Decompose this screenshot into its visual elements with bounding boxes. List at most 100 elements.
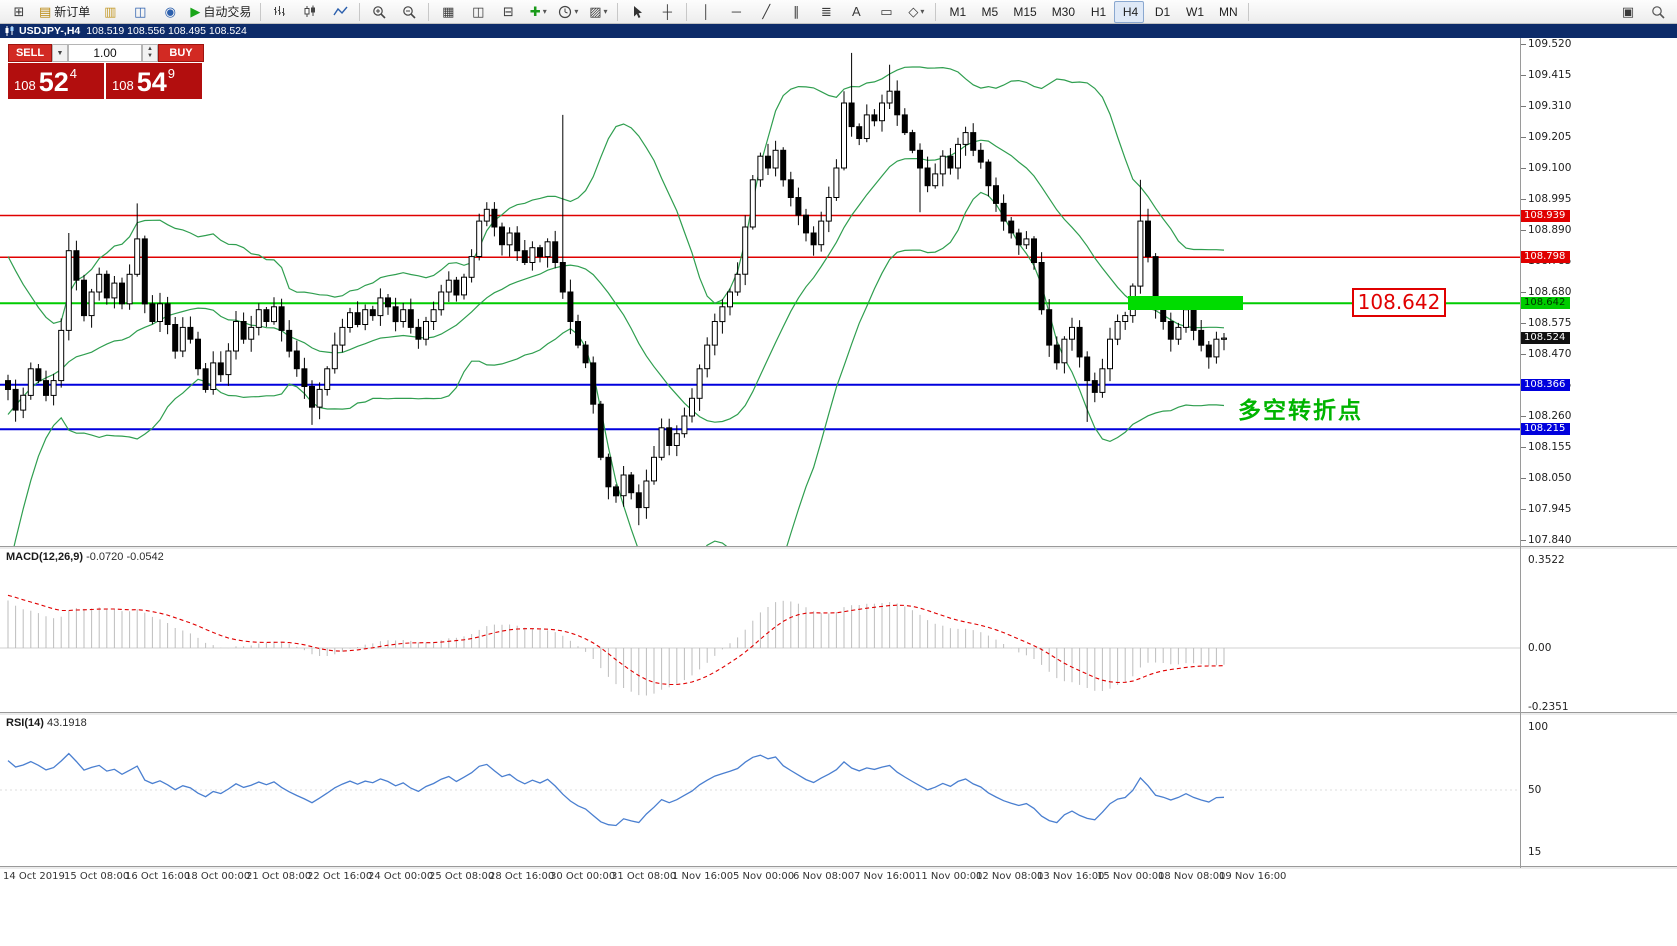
- text-icon: A: [852, 4, 861, 19]
- sell-button[interactable]: SELL: [8, 44, 52, 62]
- text-button[interactable]: A: [842, 1, 870, 23]
- toolbar-separator: [359, 2, 361, 21]
- tf-m1-button[interactable]: M1: [941, 1, 971, 23]
- level-price-label[interactable]: 108.642: [1521, 297, 1570, 309]
- toolbar-separator: [428, 2, 430, 21]
- candles-icon: [303, 5, 318, 18]
- level-price-label[interactable]: 108.798: [1521, 251, 1570, 263]
- rsi-value: 43.1918: [46, 717, 87, 729]
- price-tick-label: 109.310: [1528, 100, 1572, 112]
- fibonacci-button[interactable]: ≣: [812, 1, 840, 23]
- tf-m15-button[interactable]: M15: [1005, 1, 1041, 23]
- level-price-label[interactable]: 108.366: [1521, 379, 1570, 391]
- profiles-button[interactable]: ◫: [126, 1, 154, 23]
- bar-chart-button[interactable]: [266, 1, 294, 23]
- chevron-down-icon: ▾: [574, 7, 579, 16]
- price-tick: [1521, 292, 1526, 293]
- tf-d1-button[interactable]: D1: [1146, 1, 1176, 23]
- time-axis-label: 21 Oct 08:00: [246, 871, 312, 882]
- rsi-indicator-panel[interactable]: [0, 715, 1520, 866]
- tf-m15-button-label: M15: [1013, 4, 1037, 19]
- price-tick-label: 108.890: [1528, 224, 1572, 236]
- tf-m30-button-label: M30: [1051, 4, 1076, 19]
- volume-input[interactable]: 1.00: [68, 44, 142, 62]
- buy-price-figure: 108: [112, 78, 134, 93]
- market-watch-button[interactable]: ◉: [156, 1, 184, 23]
- horizontal-line-button[interactable]: ─: [722, 1, 750, 23]
- shapes-icon: ◇: [908, 4, 919, 19]
- new-order-button[interactable]: ▤ 新订单: [35, 1, 94, 23]
- search-button[interactable]: [1644, 1, 1672, 23]
- tf-d1-button-label: D1: [1154, 4, 1171, 19]
- volume-stepper[interactable]: ▲ ▼: [142, 44, 158, 62]
- tf-m5-button[interactable]: M5: [973, 1, 1003, 23]
- chart-window-icon: [4, 26, 15, 36]
- zoom-in-button[interactable]: [365, 1, 393, 23]
- tf-h4-button[interactable]: H4: [1114, 0, 1145, 23]
- zoom-out-button[interactable]: [395, 1, 423, 23]
- tf-w1-button[interactable]: W1: [1178, 1, 1209, 23]
- templates-button[interactable]: ▨ ▾: [584, 1, 612, 23]
- tf-h1-button[interactable]: H1: [1082, 1, 1112, 23]
- buy-button[interactable]: BUY: [158, 44, 204, 62]
- indicators-button[interactable]: ✚ ▾: [524, 1, 552, 23]
- charts-menu-button[interactable]: ▥: [96, 1, 124, 23]
- price-tick: [1521, 478, 1526, 479]
- line-chart-button[interactable]: [326, 1, 354, 23]
- toolbar: ⊞ ▤ 新订单 ▥ ◫ ◉ ▶ 自动交易 ▦ ◫ ⊟ ✚ ▾ ▾ ▨ ▾ ┼ │ ─ ╱ ∥ ≣ A ▭ ◇ ▾ M1 M5 M15 M3…: [0, 0, 1677, 24]
- new-order-icon: ▤: [39, 4, 52, 19]
- level-price-label[interactable]: 108.215: [1521, 423, 1570, 435]
- periods-button[interactable]: ▾: [554, 1, 582, 23]
- tf-mn-button[interactable]: MN: [1211, 1, 1243, 23]
- rsi-axis-label: 50: [1528, 784, 1542, 796]
- time-axis-label: 16 Oct 16:00: [125, 871, 191, 882]
- price-tick: [1521, 323, 1526, 324]
- cursor-button[interactable]: [623, 1, 651, 23]
- vertical-line-button[interactable]: │: [692, 1, 720, 23]
- new-window-button[interactable]: ▣: [1614, 1, 1642, 23]
- tf-m30-button[interactable]: M30: [1044, 1, 1080, 23]
- macd-indicator-panel[interactable]: [0, 549, 1520, 712]
- buy-price-display[interactable]: 108 54 9: [106, 63, 202, 99]
- autotrading-button[interactable]: ▶ 自动交易: [186, 1, 255, 23]
- toolbar-separator: [686, 2, 688, 21]
- time-axis-label: 18 Oct 00:00: [185, 871, 251, 882]
- cascade-windows-button[interactable]: ⊟: [494, 1, 522, 23]
- toolbar-separator: [1247, 2, 1249, 21]
- sell-price-display[interactable]: 108 52 4: [8, 63, 104, 99]
- panel-splitter-rsi[interactable]: [0, 712, 1677, 715]
- sell-options-dropdown[interactable]: ▼: [52, 44, 68, 62]
- main-price-chart[interactable]: [0, 38, 1520, 548]
- time-axis-label: 12 Nov 08:00: [976, 871, 1044, 882]
- turning-point-annotation[interactable]: 多空转折点: [1238, 397, 1363, 423]
- time-axis-label: 19 Nov 16:00: [1219, 871, 1287, 882]
- tf-h1-button-label: H1: [1090, 4, 1107, 19]
- trendline-icon: ╱: [762, 4, 771, 19]
- crosshair-button[interactable]: ┼: [653, 1, 681, 23]
- trendline-button[interactable]: ╱: [752, 1, 780, 23]
- tile-windows-button[interactable]: ◫: [464, 1, 492, 23]
- shapes-button[interactable]: ◇ ▾: [902, 1, 930, 23]
- price-tick-label: 109.100: [1528, 162, 1572, 174]
- level-price-callout[interactable]: 108.642: [1352, 288, 1446, 317]
- label-button[interactable]: ▭: [872, 1, 900, 23]
- candlestick-chart-button[interactable]: [296, 1, 324, 23]
- grid-button[interactable]: ▦: [434, 1, 462, 23]
- time-axis-label: 31 Oct 08:00: [611, 871, 677, 882]
- macd-axis-label: 0.3522: [1528, 554, 1565, 566]
- level-highlight-rectangle[interactable]: [1128, 296, 1243, 310]
- macd-axis-label: 0.00: [1528, 642, 1552, 654]
- price-tick: [1521, 44, 1526, 45]
- current-price-label[interactable]: 108.524: [1521, 332, 1570, 344]
- profiles-icon: ◫: [134, 4, 147, 19]
- panel-splitter-macd[interactable]: [0, 546, 1677, 549]
- level-price-label[interactable]: 108.939: [1521, 210, 1570, 222]
- price-tick-label: 109.415: [1528, 69, 1572, 81]
- crosshair-icon: ┼: [662, 4, 672, 19]
- rsi-axis-label: 15: [1528, 846, 1542, 858]
- price-tick: [1521, 106, 1526, 107]
- new-chart-button[interactable]: ⊞: [5, 1, 33, 23]
- time-axis-label: 7 Nov 16:00: [854, 871, 916, 882]
- macd-label: MACD(12,26,9) -0.0720 -0.0542: [6, 551, 164, 563]
- channel-button[interactable]: ∥: [782, 1, 810, 23]
